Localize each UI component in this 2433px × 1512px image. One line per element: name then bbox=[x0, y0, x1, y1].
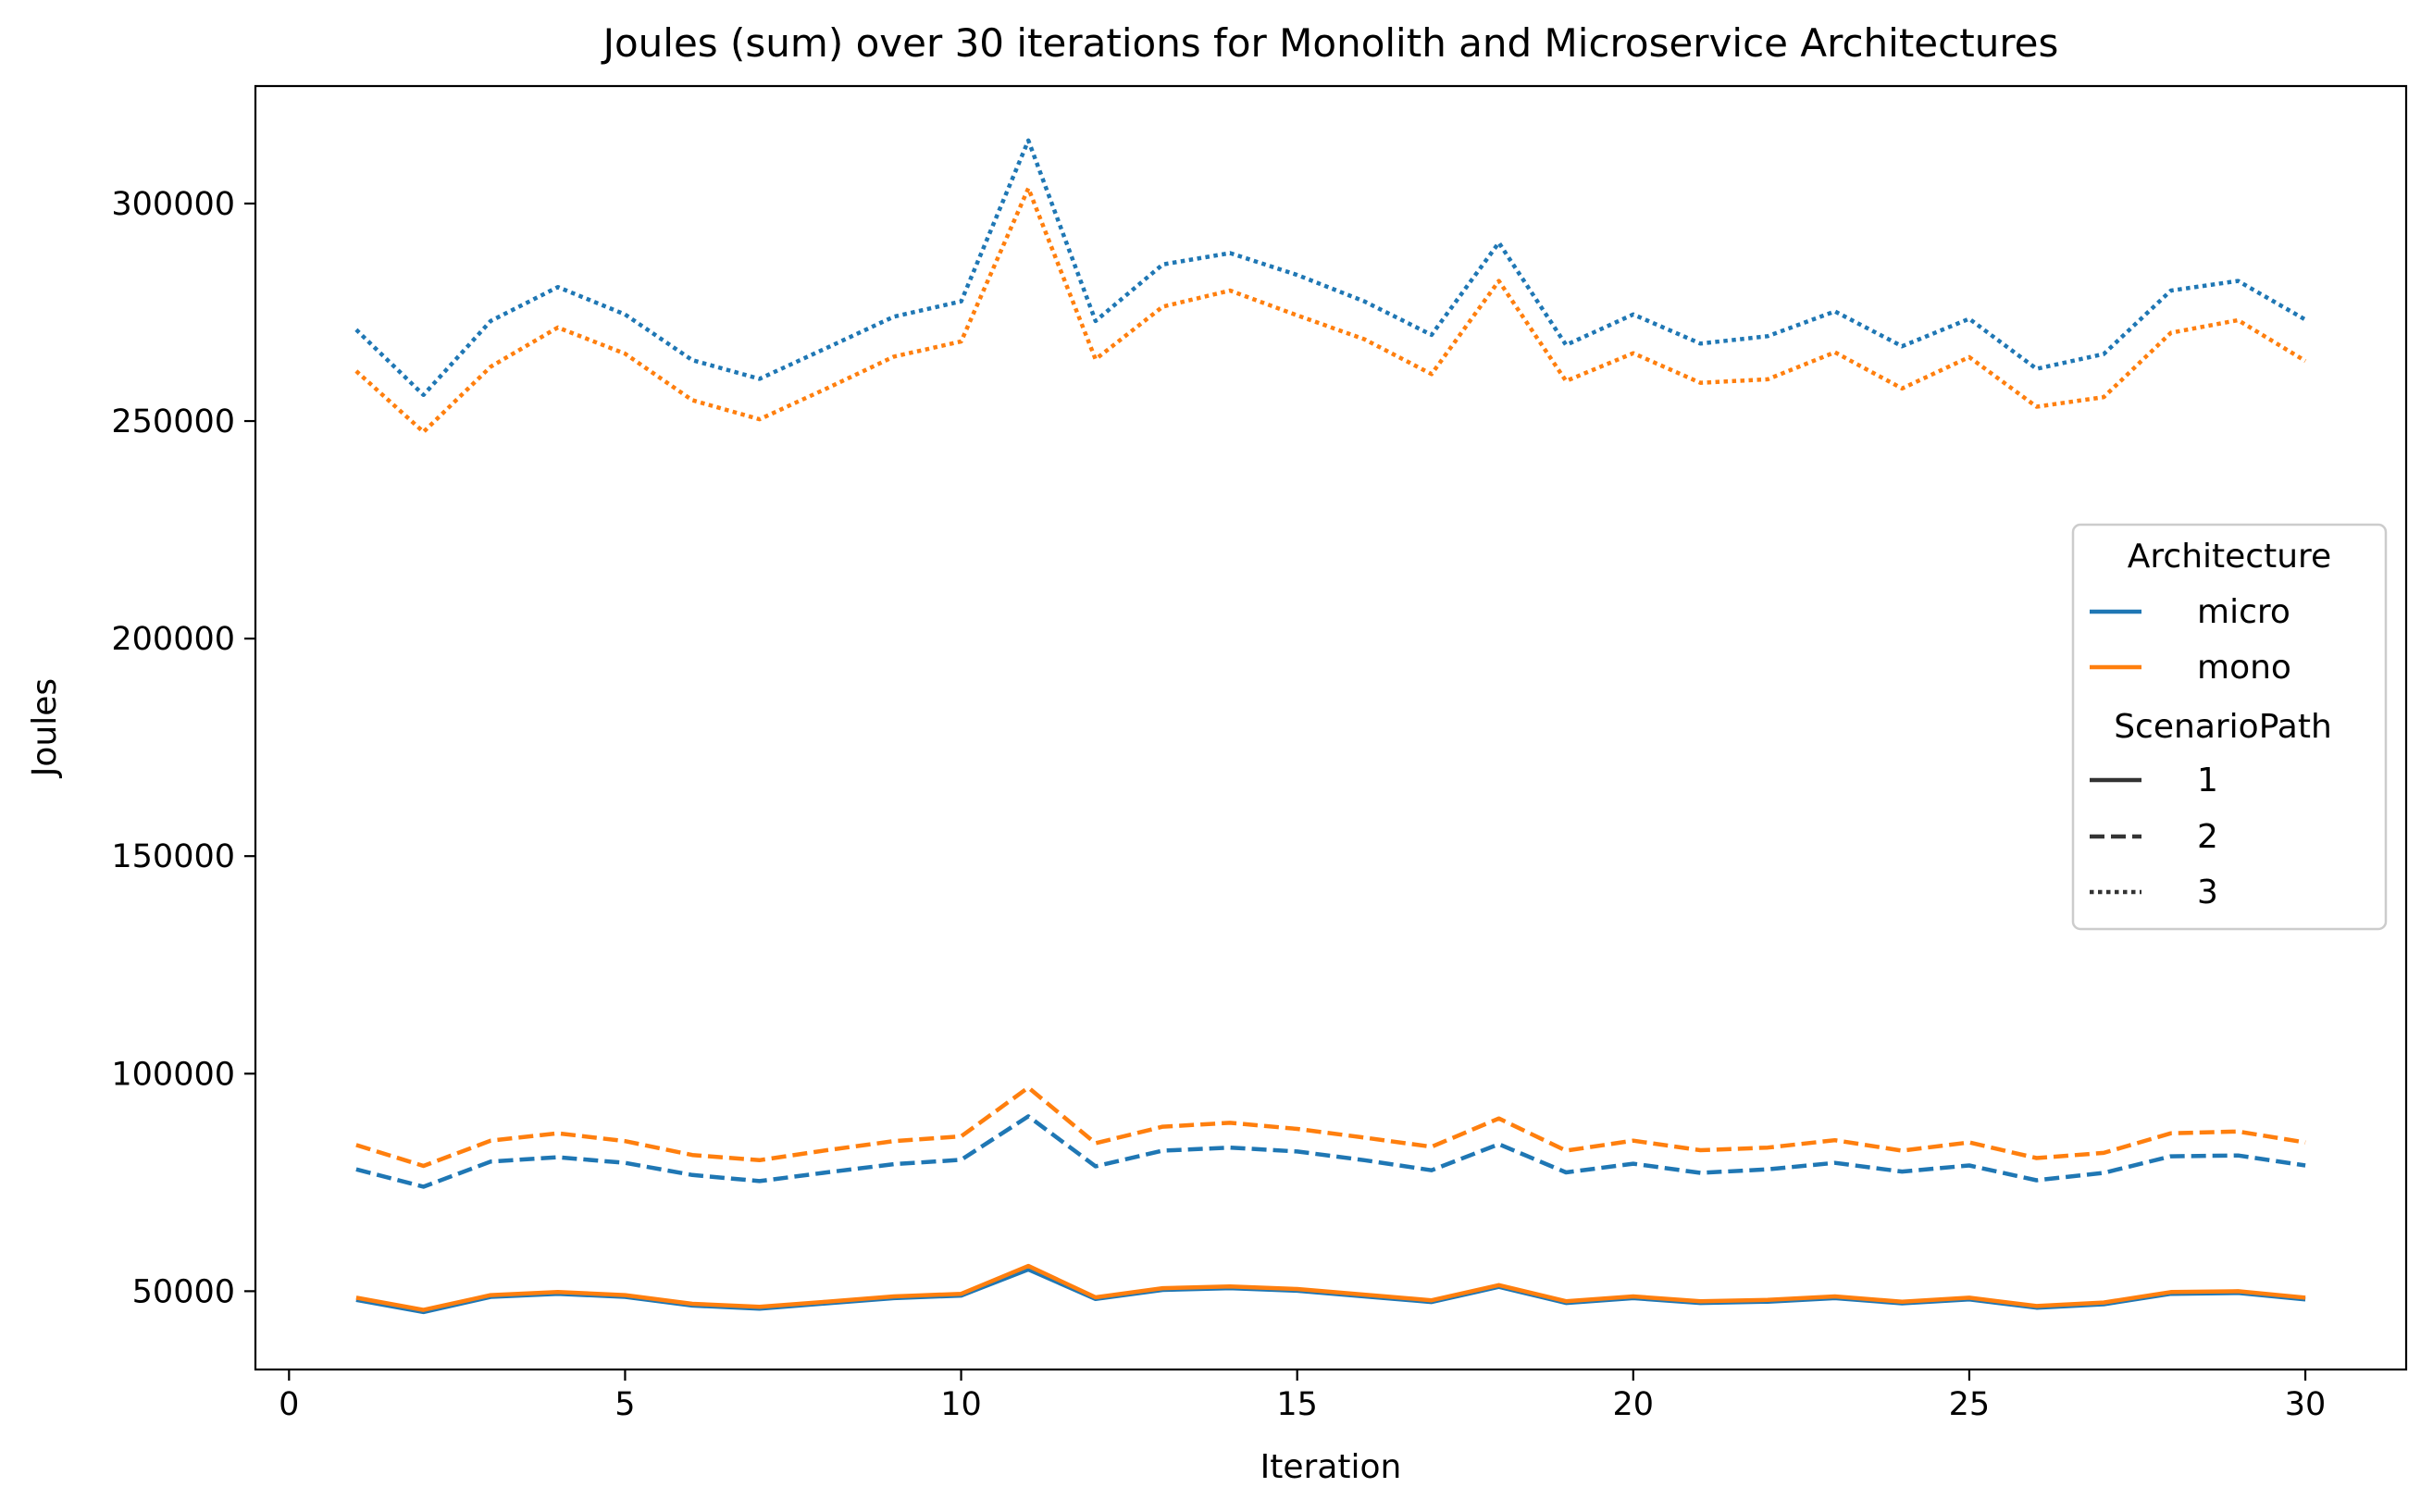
legend-title-architecture: Architecture bbox=[2128, 538, 2331, 576]
x-tick-label: 20 bbox=[1613, 1386, 1655, 1423]
y-tick-label: 200000 bbox=[111, 621, 235, 658]
legend-label-mono: mono bbox=[2197, 649, 2291, 687]
series-line-mono-scenario-1 bbox=[355, 1263, 2306, 1312]
series-line-micro-scenario-2 bbox=[355, 1114, 2306, 1189]
y-tick-label: 250000 bbox=[111, 403, 235, 440]
x-axis: 0 5 10 15 20 25 30 bbox=[279, 1369, 2326, 1423]
series-line-micro-scenario-3 bbox=[354, 138, 2307, 398]
legend-label-scenario-3: 3 bbox=[2197, 874, 2218, 911]
x-axis-label: Iteration bbox=[1260, 1448, 1402, 1486]
x-tick-label: 25 bbox=[1949, 1386, 1991, 1423]
x-tick-label: 5 bbox=[614, 1386, 635, 1423]
x-tick-label: 0 bbox=[279, 1386, 299, 1423]
y-tick-label: 300000 bbox=[111, 186, 235, 223]
legend-label-scenario-2: 2 bbox=[2197, 818, 2218, 856]
y-axis: 50000 100000 150000 200000 250000 300000 bbox=[111, 186, 255, 1310]
legend-box bbox=[2071, 523, 2388, 931]
legend: Architecture micro mono ScenarioPath 1 2… bbox=[2071, 523, 2388, 931]
y-tick-label: 100000 bbox=[111, 1056, 235, 1093]
y-tick-label: 150000 bbox=[111, 838, 235, 875]
legend-title-scenariopath: ScenarioPath bbox=[2114, 708, 2332, 746]
legend-label-scenario-1: 1 bbox=[2197, 762, 2218, 799]
chart-title: Joules (sum) over 30 iterations for Mono… bbox=[601, 20, 2059, 66]
x-tick-label: 10 bbox=[940, 1386, 982, 1423]
x-tick-label: 30 bbox=[2285, 1386, 2327, 1423]
series-line-mono-scenario-2 bbox=[355, 1085, 2306, 1169]
y-tick-label: 50000 bbox=[132, 1273, 235, 1310]
plot-frame bbox=[254, 84, 2408, 1371]
legend-label-micro: micro bbox=[2197, 593, 2290, 631]
series-line-mono-scenario-3 bbox=[354, 186, 2307, 435]
y-axis-label: Joules bbox=[26, 678, 64, 778]
series-layer bbox=[354, 138, 2307, 1315]
x-tick-label: 15 bbox=[1276, 1386, 1318, 1423]
